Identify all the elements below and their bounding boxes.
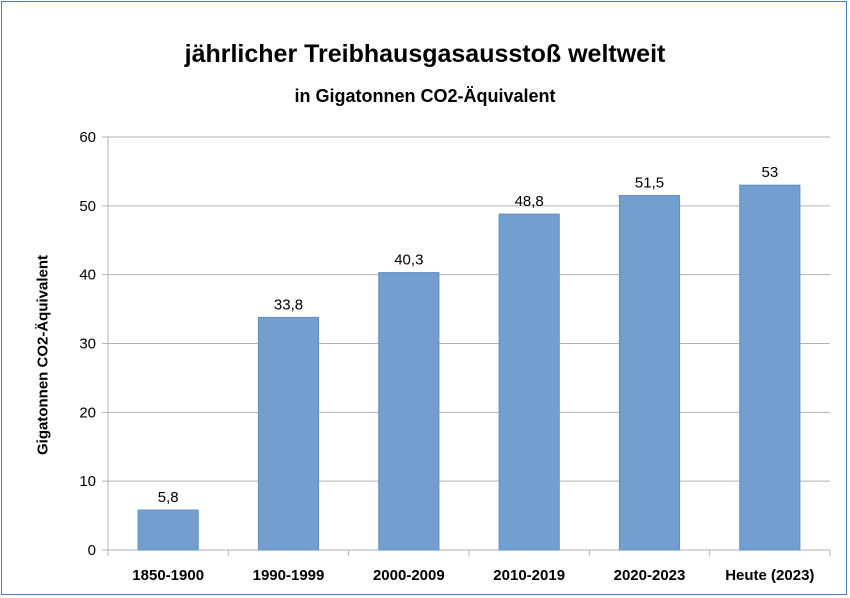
x-tick-label: 2020-2023	[614, 567, 686, 584]
bar	[257, 316, 320, 551]
y-tick-label: 50	[79, 198, 96, 215]
data-label: 48,8	[515, 193, 544, 210]
data-label: 5,8	[158, 489, 179, 506]
x-tick-label: Heute (2023)	[725, 567, 814, 584]
y-tick-label: 40	[79, 267, 96, 284]
chart-title: jährlicher Treibhausgasausstoß weltweit	[184, 40, 666, 68]
y-tick-label: 20	[79, 404, 96, 421]
y-tick-label: 10	[79, 473, 96, 490]
x-tick-label: 2000-2009	[373, 567, 445, 584]
chart-subtitle: in Gigatonnen CO2-Äquivalent	[294, 86, 556, 106]
y-tick-label: 0	[88, 542, 96, 559]
x-tick-label: 1990-1999	[253, 567, 325, 584]
x-tick-label: 1850-1900	[132, 567, 204, 584]
data-label: 51,5	[635, 175, 664, 192]
data-label: 53	[761, 164, 778, 181]
x-tick-label: 2010-2019	[493, 567, 565, 584]
bar	[137, 509, 199, 551]
bar	[498, 213, 560, 551]
y-tick-label: 30	[79, 336, 96, 353]
bar	[618, 195, 681, 551]
data-label: 40,3	[394, 252, 423, 269]
bar	[378, 272, 440, 551]
data-label: 33,8	[274, 296, 303, 313]
bar	[739, 184, 801, 551]
y-tick-label: 60	[79, 129, 96, 146]
